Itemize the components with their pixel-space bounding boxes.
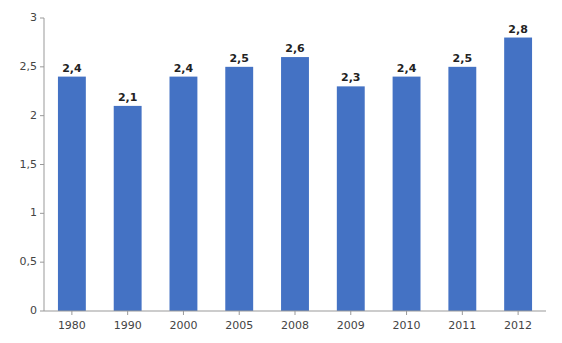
x-tick-label: 1980 <box>58 319 86 332</box>
data-label: 2,3 <box>341 71 361 84</box>
y-tick <box>40 66 44 67</box>
x-tick-label: 2012 <box>504 319 532 332</box>
y-tick <box>40 311 44 312</box>
data-label: 2,4 <box>174 62 194 75</box>
x-tick <box>183 311 184 315</box>
bar <box>281 57 309 311</box>
chart-container: 0 0,5 1 1,5 2 2,5 3 2,4 2,1 2,4 2,5 2,6 2,3 2,4 2,5 2,8… <box>0 0 562 343</box>
chart-svg: 0 0,5 1 1,5 2 2,5 3 2,4 2,1 2,4 2,5 2,6 2,3 2,4 2,5 2,8… <box>0 0 562 343</box>
bar <box>170 77 198 311</box>
data-label: 2,8 <box>508 23 528 36</box>
y-tick-label: 1 <box>30 206 37 219</box>
y-axis-line <box>44 18 45 311</box>
x-tick-label: 2011 <box>448 319 476 332</box>
x-tick-label: 2009 <box>337 319 365 332</box>
x-tick-label: 2005 <box>225 319 253 332</box>
data-label: 2,1 <box>118 91 138 104</box>
y-axis: 0 0,5 1 1,5 2 2,5 3 <box>20 11 45 317</box>
bar <box>504 38 532 311</box>
y-tick-label: 0 <box>30 304 37 317</box>
x-tick <box>127 311 128 315</box>
data-label: 2,6 <box>285 42 305 55</box>
y-tick <box>40 164 44 165</box>
bar <box>58 77 86 311</box>
y-tick-label: 2 <box>30 109 37 122</box>
y-tick <box>40 18 44 19</box>
data-label: 2,4 <box>62 62 82 75</box>
x-tick <box>350 311 351 315</box>
bars <box>58 38 532 311</box>
x-tick-label: 2008 <box>281 319 309 332</box>
y-tick-label: 3 <box>30 11 37 24</box>
y-tick-label: 1,5 <box>20 158 38 171</box>
y-tick-label: 0,5 <box>20 255 38 268</box>
x-tick <box>295 311 296 315</box>
data-labels: 2,4 2,1 2,4 2,5 2,6 2,3 2,4 2,5 2,8 <box>62 23 528 104</box>
data-label: 2,5 <box>453 52 473 65</box>
x-axis: 1980 1990 2000 2005 2008 2009 2010 2011 2012 <box>44 311 546 332</box>
x-tick-label: 2010 <box>393 319 421 332</box>
x-tick-label: 1990 <box>114 319 142 332</box>
data-label: 2,4 <box>397 62 417 75</box>
bar <box>448 67 476 311</box>
data-label: 2,5 <box>229 52 249 65</box>
x-tick <box>71 311 72 315</box>
bar <box>114 106 142 311</box>
x-tick <box>239 311 240 315</box>
y-tick-label: 2,5 <box>20 60 38 73</box>
bar <box>225 67 253 311</box>
x-tick-label: 2000 <box>169 319 197 332</box>
y-tick <box>40 213 44 214</box>
bar <box>393 77 421 311</box>
x-tick <box>462 311 463 315</box>
x-tick <box>518 311 519 315</box>
y-tick <box>40 115 44 116</box>
y-tick <box>40 262 44 263</box>
x-tick <box>406 311 407 315</box>
bar <box>337 86 365 311</box>
